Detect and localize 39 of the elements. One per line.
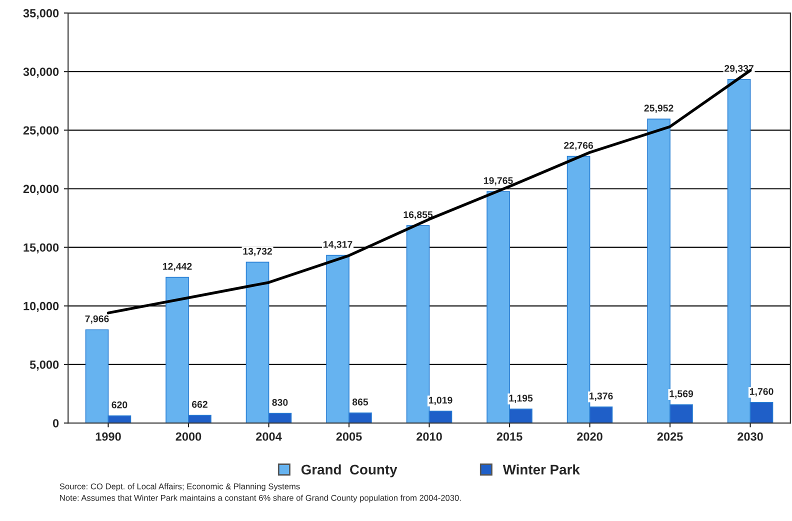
- x-tick-label: 2015: [496, 432, 522, 441]
- data-label: 1,195: [509, 394, 533, 403]
- x-tick-label: 2020: [577, 432, 602, 441]
- data-label: 12,442: [163, 262, 192, 272]
- x-tick-label: 1990: [96, 432, 121, 441]
- y-tick-label: 30,000: [23, 68, 59, 78]
- y-tick-label: 35,000: [23, 9, 59, 20]
- data-label: 13,732: [243, 248, 272, 256]
- data-label: 865: [352, 398, 368, 406]
- y-tick-label: 0: [52, 419, 59, 428]
- legend-label: Grand County: [301, 464, 398, 478]
- legend-label: Winter Park: [502, 464, 580, 475]
- y-tick-label: 20,000: [23, 184, 59, 195]
- x-tick-label: 2005: [336, 432, 362, 441]
- data-label: 1,376: [589, 392, 613, 401]
- data-label: 29,337: [724, 65, 754, 74]
- y-tick-label: 5,000: [30, 360, 59, 371]
- data-label: 1,569: [670, 390, 694, 399]
- x-tick-label: 2000: [176, 432, 202, 441]
- data-label: 620: [112, 401, 128, 408]
- data-label: 14,317: [324, 240, 352, 250]
- text: Note: Assumes that Winter Park maintains a constant 6% share of Grand County population from 2004-2030.: [60, 494, 461, 502]
- data-label: 1,760: [750, 388, 774, 396]
- y-tick-label: 15,000: [24, 243, 59, 254]
- y-tick-label: 10,000: [24, 302, 59, 312]
- data-label: 1,019: [428, 396, 452, 406]
- data-label: 662: [192, 400, 208, 408]
- data-label: 22,766: [564, 142, 594, 150]
- data-label: 7,966: [85, 315, 109, 324]
- y-tick-label: 25,000: [23, 126, 59, 136]
- source-note: Source: CO Dept. of Local Affairs; Economic & Planning Systems: [60, 483, 300, 492]
- x-tick-label: 2025: [657, 432, 683, 441]
- x-tick-label: 2004: [256, 432, 282, 441]
- x-tick-label: 2010: [416, 432, 442, 441]
- data-label: 16,855: [404, 211, 433, 220]
- data-label: 830: [272, 398, 288, 406]
- data-label: 25,952: [644, 104, 674, 113]
- x-tick-label: 2030: [738, 432, 763, 441]
- data-label: 19,765: [484, 177, 513, 186]
